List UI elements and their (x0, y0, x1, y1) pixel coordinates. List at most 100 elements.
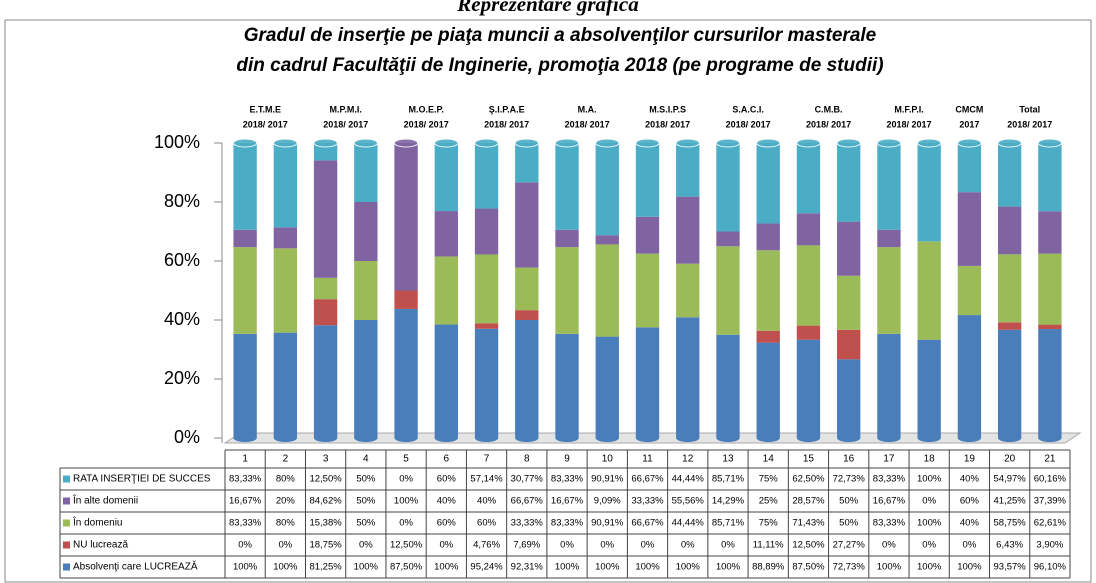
bar-segment (313, 143, 338, 161)
x-tick-label: 2 (283, 454, 289, 465)
bar-segment (1038, 329, 1062, 438)
data-label: 0% (359, 540, 373, 551)
cylinder-base (1038, 434, 1062, 442)
bar-segment (595, 235, 619, 245)
bar-segment (796, 143, 821, 214)
bar-segment (957, 192, 982, 266)
group-label: Total (1019, 104, 1040, 114)
bar-segment (273, 332, 298, 438)
bar-segment (635, 143, 660, 217)
bar-segment (595, 244, 619, 337)
bar-segment (354, 202, 378, 261)
bar-segment (273, 227, 298, 249)
bar-segment (957, 315, 982, 438)
x-tick-label: 6 (444, 454, 450, 465)
data-label: 92,31% (511, 562, 544, 573)
bar-segment (474, 143, 499, 209)
bar-segment (756, 223, 780, 251)
data-label: 16,67% (551, 496, 584, 507)
y-tick-label: 80% (164, 191, 200, 211)
group-sublabel: 2018/ 2017 (404, 119, 449, 129)
x-tick-label: 16 (843, 454, 855, 465)
cylinder-base (515, 434, 539, 442)
data-label: 0% (439, 540, 453, 551)
data-label: 100% (917, 518, 942, 529)
group-label: Ş.I.P.A.E (489, 104, 525, 114)
x-tick-label: 1 (242, 454, 248, 465)
data-label: 100% (716, 562, 741, 573)
data-label: 100% (354, 562, 379, 573)
data-label: 40% (960, 518, 980, 529)
cylinder-base (273, 434, 298, 442)
group-sublabel: 2018/ 2017 (887, 119, 932, 129)
data-label: 41,25% (994, 496, 1027, 507)
data-label: 40% (437, 496, 457, 507)
data-label: 44,44% (672, 474, 705, 485)
bar-segment (837, 275, 861, 330)
x-tick-label: 13 (722, 454, 734, 465)
chart-frame (4, 19, 1092, 583)
group-label: C.M.B. (815, 104, 843, 114)
data-label: 50% (356, 474, 376, 485)
data-label: 0% (560, 540, 574, 551)
data-label: 54,97% (994, 474, 1027, 485)
bar-segment (474, 254, 499, 324)
bar-segment (756, 342, 780, 438)
data-label: 11,11% (753, 540, 784, 551)
group-sublabel: 2018/ 2017 (323, 119, 368, 129)
group-sublabel: 2017 (959, 119, 979, 129)
data-label: 100% (394, 496, 419, 507)
x-tick-label: 9 (564, 454, 570, 465)
cylinder-base (716, 434, 740, 442)
data-label: 40% (477, 496, 497, 507)
bar-segment (233, 229, 257, 248)
cylinder-base (997, 434, 1022, 442)
bar-segment (555, 247, 579, 334)
group-sublabel: 2018/ 2017 (645, 119, 690, 129)
data-label: 57,14% (470, 474, 503, 485)
cylinder-top (434, 138, 459, 148)
cylinder-top (916, 138, 942, 148)
bar-segment (676, 263, 700, 318)
data-label: 80% (276, 518, 296, 529)
x-tick-label: 12 (682, 454, 694, 465)
bar-segment (877, 247, 901, 334)
bar-segment (313, 299, 338, 326)
group-label: CMCM (955, 104, 983, 114)
page-title: Reprezentare grafică (456, 0, 638, 16)
x-tick-label: 21 (1044, 454, 1056, 465)
data-label: 9,09% (594, 496, 621, 507)
bar-segment (273, 248, 298, 333)
data-label: 0% (963, 540, 977, 551)
bar-segment (796, 339, 821, 438)
cylinder-base (354, 434, 378, 442)
bar-segment (877, 229, 901, 248)
data-label: 60% (437, 474, 457, 485)
cylinder-top (554, 138, 580, 148)
cylinder-top (715, 138, 741, 148)
chart-title: din cadrul Facultăţii de Inginerie, prom… (236, 55, 883, 76)
group-sublabel: 2018/ 2017 (1007, 119, 1052, 129)
data-label: 12,50% (792, 540, 825, 551)
cylinder-base (555, 434, 579, 442)
legend-label: În alte domenii (72, 494, 138, 507)
data-label: 0% (399, 518, 413, 529)
group-label: S.A.C.I. (732, 104, 764, 114)
data-label: 50% (839, 518, 859, 529)
legend-key (63, 519, 70, 527)
data-label: 20% (276, 496, 296, 507)
bar-segment (1038, 143, 1062, 212)
cylinder-top (232, 138, 258, 148)
bar-segment (515, 143, 539, 183)
data-label: 50% (839, 496, 859, 507)
data-label: 0% (278, 540, 292, 551)
data-label: 6,43% (996, 540, 1023, 551)
bar-segment (756, 143, 780, 224)
bar-segment (716, 334, 740, 438)
bar-segment (676, 196, 700, 264)
bar-segment (555, 229, 579, 248)
bar-segment (635, 216, 660, 254)
legend-label: NU lucrează (73, 540, 128, 551)
group-label: M.A. (578, 104, 597, 114)
bar-segment (917, 143, 941, 242)
